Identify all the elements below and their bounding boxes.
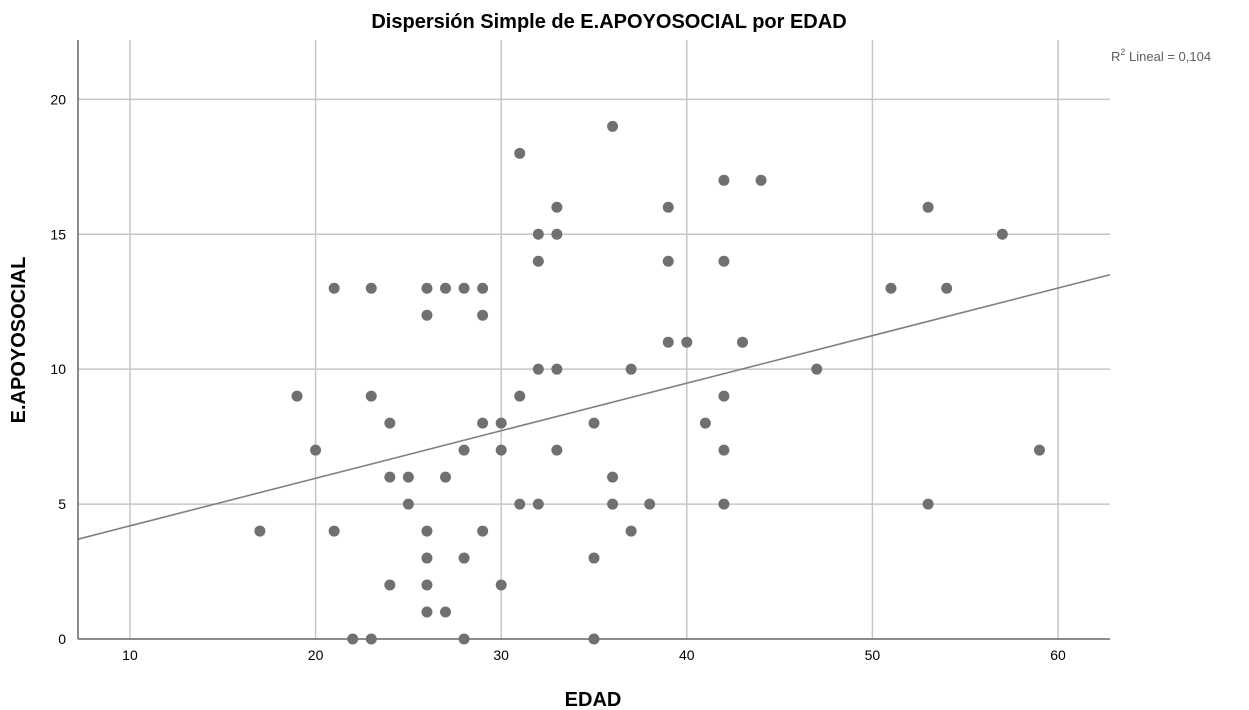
- data-point: [996, 228, 1008, 240]
- data-point: [922, 201, 934, 213]
- data-point: [662, 255, 674, 267]
- data-point: [477, 525, 489, 537]
- fit-line-layer: [77, 273, 1111, 540]
- x-axis-label: EDAD: [565, 689, 622, 710]
- data-point: [384, 417, 396, 429]
- data-point: [495, 579, 507, 591]
- data-point: [551, 201, 563, 213]
- data-point: [551, 228, 563, 240]
- data-point: [607, 498, 619, 510]
- x-tick-label: 10: [122, 647, 138, 663]
- data-point: [458, 552, 470, 564]
- data-point: [718, 390, 730, 402]
- data-point: [440, 282, 452, 294]
- data-point: [440, 606, 452, 618]
- data-point: [736, 336, 748, 348]
- chart-title: Dispersión Simple de E.APOYOSOCIAL por E…: [371, 11, 846, 33]
- data-point: [458, 282, 470, 294]
- data-point: [347, 633, 359, 645]
- data-point: [291, 390, 303, 402]
- regression-fit-line: [77, 273, 1111, 540]
- data-point: [607, 471, 619, 483]
- data-point: [328, 525, 340, 537]
- data-point: [941, 282, 953, 294]
- data-point: [514, 147, 526, 159]
- data-point: [588, 417, 600, 429]
- data-point: [254, 525, 266, 537]
- data-point: [532, 363, 544, 375]
- data-point: [662, 336, 674, 348]
- data-point: [421, 579, 433, 591]
- data-point: [365, 633, 377, 645]
- y-tick-label: 20: [50, 91, 66, 107]
- data-point: [644, 498, 656, 510]
- y-tick-label: 10: [50, 361, 66, 377]
- data-point: [718, 174, 730, 186]
- data-points: [254, 120, 1045, 645]
- y-axis-label: E.APOYOSOCIAL: [8, 257, 30, 424]
- data-point: [699, 417, 711, 429]
- data-point: [681, 336, 693, 348]
- data-point: [625, 363, 637, 375]
- data-point: [811, 363, 823, 375]
- data-point: [532, 228, 544, 240]
- data-point: [885, 282, 897, 294]
- data-point: [365, 282, 377, 294]
- data-point: [477, 309, 489, 321]
- data-point: [1033, 444, 1045, 456]
- x-tick-label: 60: [1050, 647, 1066, 663]
- data-point: [458, 444, 470, 456]
- data-point: [328, 282, 340, 294]
- data-point: [514, 390, 526, 402]
- data-point: [421, 309, 433, 321]
- data-point: [718, 498, 730, 510]
- data-point: [477, 282, 489, 294]
- data-point: [421, 606, 433, 618]
- data-point: [922, 498, 934, 510]
- data-point: [477, 417, 489, 429]
- data-point: [495, 417, 507, 429]
- data-point: [421, 525, 433, 537]
- r2-superscript: 2: [1120, 47, 1125, 57]
- tick-labels: 10 20 30 40 50 60 0 5 10 15 20: [50, 91, 1066, 663]
- data-point: [310, 444, 322, 456]
- axes: [77, 40, 1110, 640]
- data-point: [402, 498, 414, 510]
- data-point: [421, 282, 433, 294]
- r2-text: Lineal = 0,104: [1125, 49, 1211, 64]
- data-point: [384, 471, 396, 483]
- data-point: [365, 390, 377, 402]
- data-point: [551, 444, 563, 456]
- data-point: [755, 174, 767, 186]
- data-point: [607, 120, 619, 132]
- y-tick-label: 5: [58, 496, 66, 512]
- y-tick-label: 15: [50, 226, 66, 242]
- grid: [78, 40, 1110, 639]
- data-point: [440, 471, 452, 483]
- x-tick-label: 40: [679, 647, 695, 663]
- data-point: [662, 201, 674, 213]
- data-point: [532, 498, 544, 510]
- data-point: [514, 498, 526, 510]
- x-tick-label: 20: [308, 647, 324, 663]
- data-point: [625, 525, 637, 537]
- r2-annotation: R2 Lineal = 0,104: [1111, 47, 1211, 64]
- data-point: [551, 363, 563, 375]
- data-point: [718, 255, 730, 267]
- data-point: [718, 444, 730, 456]
- data-point: [532, 255, 544, 267]
- x-tick-label: 30: [493, 647, 509, 663]
- data-point: [402, 471, 414, 483]
- data-point: [495, 444, 507, 456]
- data-point: [421, 552, 433, 564]
- r2-prefix: R: [1111, 49, 1120, 64]
- data-point: [384, 579, 396, 591]
- data-point: [588, 552, 600, 564]
- data-point: [588, 633, 600, 645]
- y-tick-label: 0: [58, 631, 66, 647]
- data-point: [458, 633, 470, 645]
- x-tick-label: 50: [865, 647, 881, 663]
